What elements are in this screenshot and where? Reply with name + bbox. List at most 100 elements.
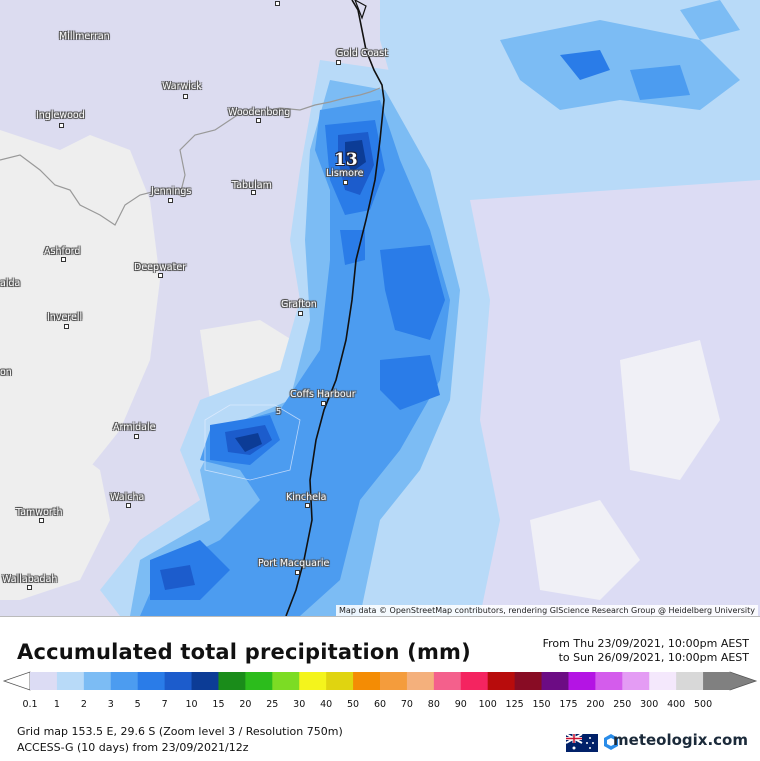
scale-tick-label: 2 bbox=[80, 699, 87, 710]
scale-swatch bbox=[164, 672, 193, 690]
model-info: ACCESS-G (10 days) from 23/09/2021/12z bbox=[17, 741, 249, 754]
rain-10mm-lismore bbox=[345, 140, 366, 172]
dry-area-southwest bbox=[0, 420, 110, 600]
city-label-tamworth: Tamworth bbox=[16, 507, 63, 518]
coastline bbox=[285, 0, 385, 616]
city-marker-deepwater bbox=[158, 273, 163, 278]
scale-tick-label: 30 bbox=[293, 699, 306, 710]
scale-tick-label: 25 bbox=[266, 699, 279, 710]
city-label-jennings: Jennings bbox=[151, 186, 192, 197]
scale-swatch bbox=[137, 672, 166, 690]
city-marker-woodenbong bbox=[256, 118, 261, 123]
scale-arrow-left bbox=[2, 671, 31, 691]
rain-7mm-south bbox=[160, 565, 195, 590]
ocean-blob-ne-core bbox=[560, 50, 610, 80]
scale-swatch bbox=[83, 672, 112, 690]
contour-5mm bbox=[204, 404, 301, 481]
meteologix-logo-icon bbox=[604, 734, 618, 750]
scale-swatch bbox=[191, 672, 219, 690]
city-label-gold-coast: Gold Coast bbox=[336, 48, 388, 59]
precipitation-map[interactable]: Millmerran Gold Coast Warwick Inglewood … bbox=[0, 0, 760, 616]
scale-tick-label: 80 bbox=[427, 699, 440, 710]
scale-swatch bbox=[541, 672, 569, 690]
scale-swatch bbox=[218, 672, 246, 690]
city-marker-tamworth bbox=[39, 518, 44, 523]
city-label-armidale: Armidale bbox=[113, 422, 156, 433]
city-marker-grafton bbox=[298, 311, 303, 316]
city-marker-walcha bbox=[126, 503, 131, 508]
map-attribution[interactable]: Map data © OpenStreetMap contributors, r… bbox=[336, 605, 758, 616]
contour-label: 5 bbox=[276, 407, 282, 416]
state-border bbox=[0, 87, 381, 226]
city-label-partial-alda: alda bbox=[0, 278, 21, 289]
scale-swatch bbox=[595, 672, 623, 690]
scale-swatch bbox=[56, 672, 85, 690]
scale-tick-label: 0.1 bbox=[22, 699, 38, 710]
city-marker bbox=[275, 1, 280, 6]
rain-5mm-coffs-east bbox=[380, 355, 440, 410]
max-precip-value: 13 bbox=[334, 150, 358, 170]
brand-name[interactable]: meteologix.com bbox=[613, 731, 748, 749]
city-label-grafton: Grafton bbox=[281, 299, 317, 310]
scale-tick-label: 400 bbox=[667, 699, 686, 710]
scale-swatch bbox=[110, 672, 139, 690]
scale-swatch bbox=[406, 672, 435, 690]
scale-tick-label: 7 bbox=[161, 699, 168, 710]
australia-flag-icon bbox=[566, 734, 598, 752]
city-marker-kinchela bbox=[305, 503, 310, 508]
scale-swatch bbox=[353, 672, 381, 690]
ocean-rain-trace bbox=[470, 180, 760, 616]
scale-arrow-right bbox=[729, 671, 758, 691]
scale-tick-label: 100 bbox=[478, 699, 497, 710]
scale-tick-label: 15 bbox=[212, 699, 225, 710]
scale-swatch bbox=[487, 672, 516, 690]
city-label-wallabadah: Wallabadah bbox=[2, 574, 58, 585]
scale-tick-label: 70 bbox=[400, 699, 413, 710]
scale-swatch bbox=[272, 672, 300, 690]
scale-swatch bbox=[703, 672, 731, 690]
ocean-dry-patch bbox=[620, 340, 720, 480]
map-canvas bbox=[0, 0, 760, 616]
time-range: From Thu 23/09/2021, 10:00pm AEST to Sun… bbox=[543, 637, 749, 665]
city-marker-jennings bbox=[168, 198, 173, 203]
rain-10mm-armidale bbox=[235, 433, 262, 452]
color-scale bbox=[2, 671, 758, 691]
scale-swatch bbox=[568, 672, 596, 690]
legend-title: Accumulated total precipitation (mm) bbox=[17, 640, 471, 664]
scale-swatch bbox=[380, 672, 408, 690]
ocean-dry-patch-2 bbox=[530, 500, 640, 600]
legend-panel: Accumulated total precipitation (mm) Fro… bbox=[0, 616, 760, 761]
scale-tick-label: 20 bbox=[239, 699, 252, 710]
city-marker-warwick bbox=[183, 94, 188, 99]
scale-tick-label: 1 bbox=[53, 699, 60, 710]
city-label-woodenbong: Woodenbong bbox=[228, 107, 291, 118]
scale-swatch bbox=[30, 672, 58, 690]
scale-tick-label: 300 bbox=[640, 699, 659, 710]
city-marker-lismore bbox=[343, 180, 348, 185]
rain-band-3mm bbox=[140, 100, 450, 616]
scale-tick-label: 3 bbox=[107, 699, 114, 710]
city-label-partial-on: on bbox=[0, 367, 12, 378]
scale-swatch bbox=[245, 672, 273, 690]
time-range-from: From Thu 23/09/2021, 10:00pm AEST bbox=[542, 637, 749, 650]
city-marker-inglewood bbox=[59, 123, 64, 128]
scale-swatch bbox=[622, 672, 650, 690]
city-marker-wallabadah bbox=[27, 585, 32, 590]
scale-tick-label: 10 bbox=[185, 699, 198, 710]
city-marker-ashford bbox=[61, 257, 66, 262]
scale-tick-label: 5 bbox=[134, 699, 141, 710]
city-marker-inverell bbox=[64, 324, 69, 329]
scale-tick-label: 50 bbox=[347, 699, 360, 710]
city-label-port-macquarie: Port Macquarie bbox=[258, 558, 330, 569]
ocean-blob-ne-core-2 bbox=[630, 65, 690, 100]
city-label-millmerran: Millmerran bbox=[59, 31, 110, 42]
city-label-walcha: Walcha bbox=[110, 492, 145, 503]
scale-swatch bbox=[299, 672, 327, 690]
city-label-coffs-harbour: Coffs Harbour bbox=[290, 389, 356, 400]
city-label-tabulam: Tabulam bbox=[232, 180, 272, 191]
rain-5mm-cell bbox=[340, 230, 365, 265]
ocean-blob-ne-top bbox=[680, 0, 740, 40]
scale-tick-label: 200 bbox=[586, 699, 605, 710]
coastline-island bbox=[354, 0, 367, 20]
city-label-kinchela: Kinchela bbox=[286, 492, 327, 503]
